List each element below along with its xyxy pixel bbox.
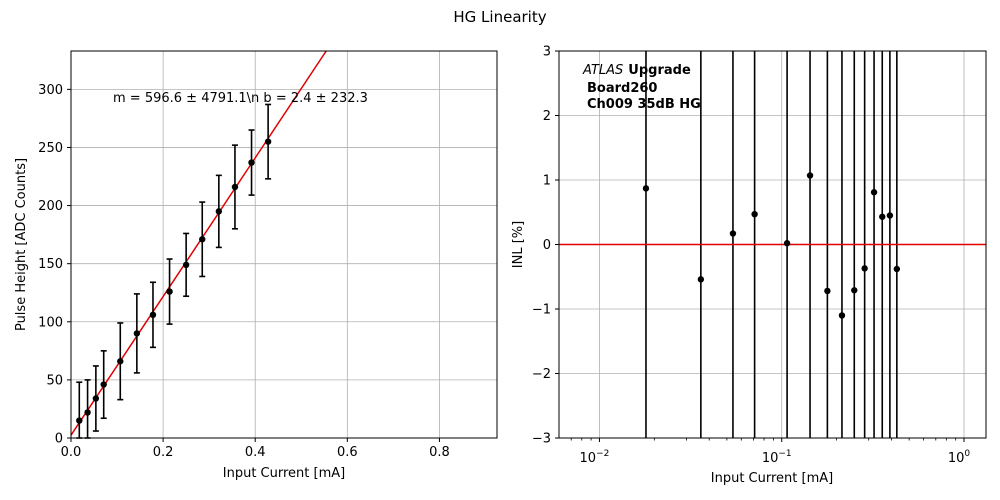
right-data-point [751, 210, 758, 218]
right-data-point [642, 185, 650, 192]
right-y-tick-label: 1 [543, 174, 551, 189]
left-y-tick-label: 250 [38, 141, 63, 156]
left-y-tick-label: 50 [46, 373, 63, 388]
left-data-point [199, 236, 206, 243]
left-x-tick-label: 0.8 [429, 445, 450, 460]
right-data-point [893, 265, 901, 273]
right-y-tick-label: 3 [543, 45, 551, 60]
left-data-point [248, 159, 255, 166]
fit-annotation: m = 596.6 ± 4791.1\n b = 2.4 ± 232.3 [113, 91, 368, 106]
right-data-point [870, 189, 878, 196]
left-data-point [76, 417, 83, 424]
fit-line [70, 50, 327, 436]
left-data-point [182, 261, 190, 269]
right-data-point [824, 287, 831, 295]
right-data-point [851, 287, 858, 294]
left-data-point [117, 358, 124, 365]
right-y-tick-label: 2 [543, 109, 551, 124]
inl-plot: 10−2 10−1 100 −3 −2 −1 0 1 2 3 ATLAS Upgrade Board… [511, 45, 987, 486]
atlas-label: ATLAS Upgrade [582, 63, 691, 78]
left-data-point [149, 311, 157, 319]
right-y-tick-label: −1 [532, 303, 551, 318]
left-x-tick-label: 0.4 [245, 445, 266, 460]
figure-title: HG Linearity [453, 8, 546, 26]
right-y-tick-label: −3 [532, 432, 551, 447]
upgrade-label: Upgrade [628, 63, 691, 78]
right-data-point [838, 312, 846, 319]
right-data-point [861, 265, 868, 272]
right-data-point [886, 212, 894, 219]
right-y-tick-label: −2 [532, 367, 551, 382]
left-y-tick-label: 300 [38, 83, 63, 98]
right-data-point [697, 276, 705, 283]
right-x-tick-label: 10−1 [762, 449, 792, 466]
board-label: Board260 [587, 81, 657, 96]
left-data-point [84, 409, 91, 416]
left-data-point [264, 138, 272, 145]
left-data-point [92, 395, 100, 402]
linearity-plot: 0.0 0.2 0.4 0.6 0.8 0 50 100 150 200 250 300 m = 59… [14, 50, 498, 481]
left-y-tick-label: 0 [55, 432, 63, 447]
left-data-point [215, 208, 223, 215]
atlas-italic: ATLAS [582, 63, 623, 78]
left-data-point [100, 381, 107, 388]
left-data-point [133, 330, 141, 337]
right-data-point [806, 172, 814, 179]
left-x-tick-label: 0.6 [337, 445, 358, 460]
left-x-axis-label: Input Current [mA] [223, 466, 345, 481]
right-x-tick-label: 100 [948, 449, 971, 466]
right-x-axis-label: Input Current [mA] [711, 471, 833, 486]
right-data-point [879, 213, 886, 220]
right-x-tick-label: 10−2 [580, 449, 610, 466]
left-x-tick-label: 0.2 [153, 445, 174, 460]
left-x-tick-label: 0.0 [61, 445, 82, 460]
left-y-axis-label: Pulse Height [ADC Counts] [14, 158, 29, 331]
channel-label: Ch009 35dB HG [587, 97, 701, 112]
right-y-tick-label: 0 [543, 238, 551, 253]
left-plot-frame [70, 50, 498, 439]
left-y-tick-label: 150 [38, 257, 63, 272]
right-y-axis-label: INL [%] [511, 221, 526, 268]
right-data-point [783, 240, 791, 247]
left-data-point [166, 288, 173, 295]
left-y-tick-label: 200 [38, 199, 63, 214]
right-data-point [729, 230, 737, 237]
left-y-tick-label: 100 [38, 315, 63, 330]
left-data-point [231, 183, 239, 191]
